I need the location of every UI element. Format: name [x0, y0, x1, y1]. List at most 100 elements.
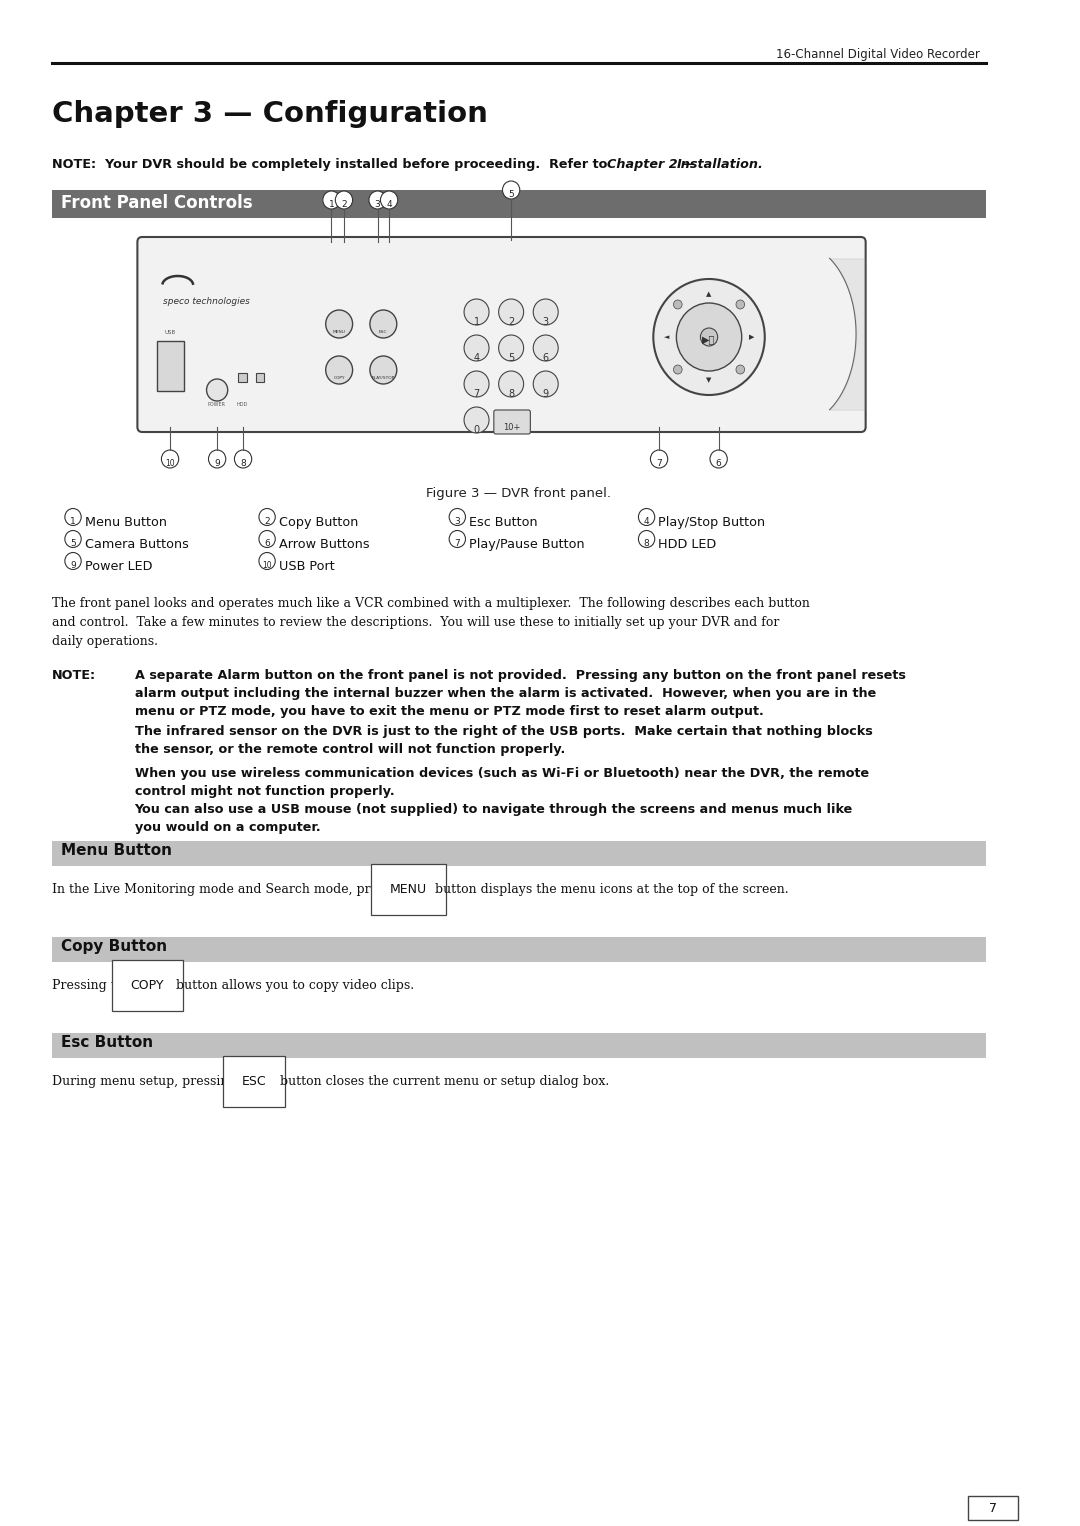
Text: 7: 7 — [989, 1503, 998, 1515]
Text: Chapter 2 —: Chapter 2 — — [607, 159, 700, 171]
Text: A separate Alarm button on the front panel is not provided.  Pressing any button: A separate Alarm button on the front pan… — [135, 668, 905, 719]
Text: Copy Button: Copy Button — [62, 938, 167, 954]
Text: 10+: 10+ — [503, 423, 521, 432]
Text: Chapter 3 — Configuration: Chapter 3 — Configuration — [52, 101, 488, 128]
Circle shape — [259, 531, 275, 548]
Text: USB Port: USB Port — [279, 560, 335, 572]
Text: Esc Button: Esc Button — [469, 516, 538, 530]
FancyBboxPatch shape — [52, 191, 986, 218]
Text: When you use wireless communication devices (such as Wi-Fi or Bluetooth) near th: When you use wireless communication devi… — [135, 768, 868, 798]
Text: 1: 1 — [473, 317, 480, 327]
Text: Play/Pause Button: Play/Pause Button — [469, 539, 584, 551]
FancyBboxPatch shape — [137, 237, 866, 432]
Circle shape — [449, 531, 465, 548]
Text: 3: 3 — [542, 317, 549, 327]
Text: button displays the menu icons at the top of the screen.: button displays the menu icons at the to… — [431, 884, 789, 896]
Text: 2: 2 — [341, 200, 347, 209]
Text: Front Panel Controls: Front Panel Controls — [62, 194, 253, 212]
Circle shape — [701, 328, 718, 346]
Text: 7: 7 — [657, 458, 662, 467]
Circle shape — [674, 365, 683, 374]
Circle shape — [735, 365, 744, 374]
Circle shape — [234, 450, 252, 468]
Text: USB: USB — [164, 330, 176, 336]
Text: ◄: ◄ — [664, 334, 670, 340]
Text: 9: 9 — [214, 458, 220, 467]
Text: ▲: ▲ — [706, 291, 712, 298]
Text: button closes the current menu or setup dialog box.: button closes the current menu or setup … — [275, 1074, 609, 1088]
Text: 7: 7 — [455, 539, 460, 548]
Text: COPY: COPY — [334, 375, 345, 380]
Text: ▼: ▼ — [706, 377, 712, 383]
Circle shape — [534, 371, 558, 397]
Circle shape — [335, 191, 352, 209]
Circle shape — [208, 450, 226, 468]
Text: 16-Channel Digital Video Recorder: 16-Channel Digital Video Recorder — [777, 47, 980, 61]
FancyBboxPatch shape — [157, 340, 184, 391]
Circle shape — [323, 191, 340, 209]
Circle shape — [464, 407, 489, 433]
Circle shape — [326, 356, 352, 385]
Text: Pressing the: Pressing the — [52, 980, 135, 992]
Text: NOTE:  Your DVR should be completely installed before proceeding.  Refer to: NOTE: Your DVR should be completely inst… — [52, 159, 611, 171]
Text: ESC: ESC — [242, 1074, 267, 1088]
Text: 2: 2 — [265, 516, 270, 525]
Text: 8: 8 — [240, 458, 246, 467]
Circle shape — [65, 508, 81, 525]
Text: MENU: MENU — [390, 884, 428, 896]
Text: Menu Button: Menu Button — [62, 842, 173, 858]
FancyBboxPatch shape — [256, 372, 265, 382]
Text: MENU: MENU — [333, 330, 346, 334]
Text: In the Live Monitoring mode and Search mode, pressing the: In the Live Monitoring mode and Search m… — [52, 884, 440, 896]
Circle shape — [638, 508, 654, 525]
Circle shape — [676, 304, 742, 371]
Text: Camera Buttons: Camera Buttons — [84, 539, 188, 551]
Circle shape — [534, 299, 558, 325]
Text: Arrow Buttons: Arrow Buttons — [279, 539, 369, 551]
Circle shape — [499, 371, 524, 397]
Text: 5: 5 — [70, 539, 76, 548]
Circle shape — [65, 552, 81, 569]
FancyBboxPatch shape — [969, 1495, 1018, 1520]
Text: Play/Stop Button: Play/Stop Button — [658, 516, 766, 530]
Circle shape — [735, 301, 744, 308]
Circle shape — [449, 508, 465, 525]
Circle shape — [534, 336, 558, 362]
Text: The front panel looks and operates much like a VCR combined with a multiplexer. : The front panel looks and operates much … — [52, 597, 810, 649]
Text: 4: 4 — [473, 353, 480, 363]
Text: 1: 1 — [328, 200, 335, 209]
Text: 6: 6 — [716, 458, 721, 467]
Text: Menu Button: Menu Button — [84, 516, 166, 530]
Circle shape — [369, 191, 387, 209]
Text: Esc Button: Esc Button — [62, 1035, 153, 1050]
Circle shape — [326, 310, 352, 337]
Circle shape — [369, 356, 396, 385]
Text: 8: 8 — [508, 389, 514, 398]
FancyBboxPatch shape — [52, 1033, 986, 1058]
Text: POWER: POWER — [207, 401, 226, 407]
Text: 1: 1 — [70, 516, 76, 525]
Text: 9: 9 — [542, 389, 549, 398]
Text: 10: 10 — [165, 458, 175, 467]
Text: button allows you to copy video clips.: button allows you to copy video clips. — [172, 980, 414, 992]
Text: Copy Button: Copy Button — [279, 516, 357, 530]
FancyBboxPatch shape — [239, 372, 247, 382]
Text: 0: 0 — [473, 426, 480, 435]
Text: 2: 2 — [508, 317, 514, 327]
Text: PLAY/STOP: PLAY/STOP — [372, 375, 395, 380]
Circle shape — [464, 299, 489, 325]
Text: During menu setup, pressing the: During menu setup, pressing the — [52, 1074, 265, 1088]
FancyBboxPatch shape — [494, 410, 530, 433]
Circle shape — [380, 191, 397, 209]
Text: NOTE:: NOTE: — [52, 668, 96, 682]
Circle shape — [259, 508, 275, 525]
Circle shape — [502, 182, 519, 198]
FancyBboxPatch shape — [52, 841, 986, 865]
Circle shape — [161, 450, 178, 468]
Circle shape — [499, 336, 524, 362]
Circle shape — [650, 450, 667, 468]
Circle shape — [464, 336, 489, 362]
Text: ▶: ▶ — [748, 334, 754, 340]
Circle shape — [674, 301, 683, 308]
Text: Figure 3 — DVR front panel.: Figure 3 — DVR front panel. — [427, 487, 611, 501]
